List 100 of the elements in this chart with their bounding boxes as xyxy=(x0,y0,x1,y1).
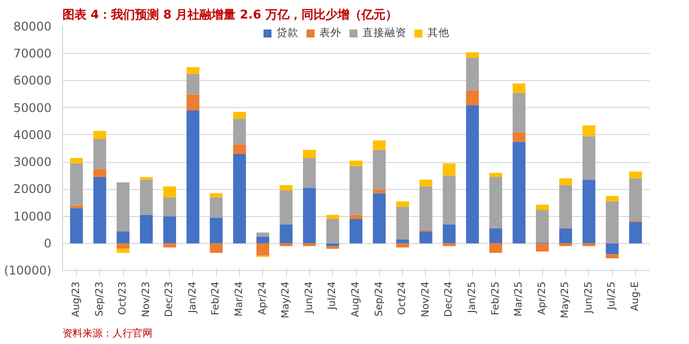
legend-label: 表外 xyxy=(320,26,342,40)
bar xyxy=(606,201,619,244)
bar xyxy=(442,163,456,176)
bar xyxy=(419,186,432,230)
bar xyxy=(163,197,176,216)
x-tick-label: Feb/25 xyxy=(490,281,502,316)
bar xyxy=(559,243,572,246)
bar xyxy=(326,214,340,219)
bar xyxy=(396,243,409,248)
bar xyxy=(559,178,572,186)
bar xyxy=(559,228,572,244)
bar xyxy=(163,243,176,248)
bar xyxy=(582,136,596,180)
bar xyxy=(350,218,362,244)
bar xyxy=(372,189,386,194)
bar xyxy=(210,197,223,218)
bar xyxy=(326,243,340,246)
bar xyxy=(326,218,340,244)
x-tick-label: Aug/24 xyxy=(350,281,362,318)
x-tick-label: Apr/24 xyxy=(257,281,268,315)
bar xyxy=(116,243,130,249)
bar xyxy=(466,90,479,106)
y-tick-label: 40000 xyxy=(13,128,52,142)
bar xyxy=(606,243,619,254)
legend-label: 贷款 xyxy=(276,26,298,40)
x-tick-label: Oct/24 xyxy=(397,281,408,315)
y-tick-label: 70000 xyxy=(13,46,52,61)
bar xyxy=(163,186,176,198)
bar xyxy=(116,182,130,232)
y-tick-label: 10000 xyxy=(13,209,52,224)
bar xyxy=(163,216,176,244)
bar xyxy=(442,224,456,244)
bar xyxy=(536,243,549,252)
bar xyxy=(559,185,572,228)
bar xyxy=(512,83,526,93)
x-tick-label: Nov/23 xyxy=(140,281,152,318)
y-tick-label: 50000 xyxy=(13,100,52,115)
bar xyxy=(140,180,153,215)
x-tick-label: Oct/23 xyxy=(118,281,129,315)
bar xyxy=(186,110,200,244)
x-tick-label: Apr/25 xyxy=(536,281,548,315)
bar xyxy=(70,205,83,208)
bar xyxy=(536,204,549,210)
bar xyxy=(489,243,502,253)
x-tick-label: Sep/24 xyxy=(374,281,385,316)
y-tick-label: 30000 xyxy=(13,155,52,170)
bar xyxy=(466,105,479,244)
y-tick-label: 60000 xyxy=(13,74,52,88)
bar xyxy=(350,214,362,219)
chart-title: 图表 4：我们预测 8 月社融增量 2.6 万亿，同比少增（亿元） xyxy=(62,8,398,22)
bar xyxy=(372,193,386,244)
bar xyxy=(372,140,386,150)
x-tick-label: Sep/23 xyxy=(94,281,106,316)
bar xyxy=(140,176,153,180)
bar xyxy=(303,243,316,246)
bar xyxy=(350,166,362,215)
bar xyxy=(606,254,619,258)
bar xyxy=(350,160,362,166)
bar xyxy=(186,94,200,111)
bar xyxy=(489,228,502,244)
bar xyxy=(233,154,246,244)
bar xyxy=(116,248,130,253)
bar xyxy=(93,168,106,177)
y-tick-label: 0 xyxy=(44,236,52,250)
bar xyxy=(606,196,619,202)
bar xyxy=(256,232,270,237)
x-tick-label: Jul/25 xyxy=(606,281,618,311)
bar xyxy=(512,92,526,132)
bar xyxy=(419,180,432,186)
x-tick-label: Jun/24 xyxy=(304,282,315,314)
bar xyxy=(93,139,106,169)
legend-label: 其他 xyxy=(428,26,450,40)
bar xyxy=(303,150,316,158)
bar xyxy=(582,125,596,136)
bar xyxy=(70,208,83,244)
bar xyxy=(256,236,270,244)
bar xyxy=(256,243,270,256)
bar xyxy=(233,112,246,119)
bar xyxy=(582,180,596,244)
x-tick-label: Aug-E xyxy=(630,282,642,311)
bar xyxy=(93,130,106,140)
bar xyxy=(326,246,340,249)
y-tick-label: (10000) xyxy=(4,264,52,278)
x-tick-label: Feb/24 xyxy=(210,281,222,316)
bar xyxy=(303,158,316,188)
bar xyxy=(419,231,432,244)
y-tick-label: 80000 xyxy=(13,20,52,34)
bar xyxy=(489,172,502,177)
bar xyxy=(536,210,549,243)
y-tick-label: 20000 xyxy=(13,182,52,196)
x-tick-label: Dec/24 xyxy=(444,281,455,317)
legend-label: 直接融资 xyxy=(362,26,406,40)
bar xyxy=(629,222,642,244)
bar xyxy=(210,218,223,244)
bar xyxy=(210,243,223,253)
x-tick-label: Jun/25 xyxy=(583,282,594,314)
x-tick-label: May/25 xyxy=(560,281,572,318)
x-tick-label: Jul/24 xyxy=(327,281,338,311)
bar xyxy=(396,239,409,244)
bar xyxy=(512,142,526,244)
